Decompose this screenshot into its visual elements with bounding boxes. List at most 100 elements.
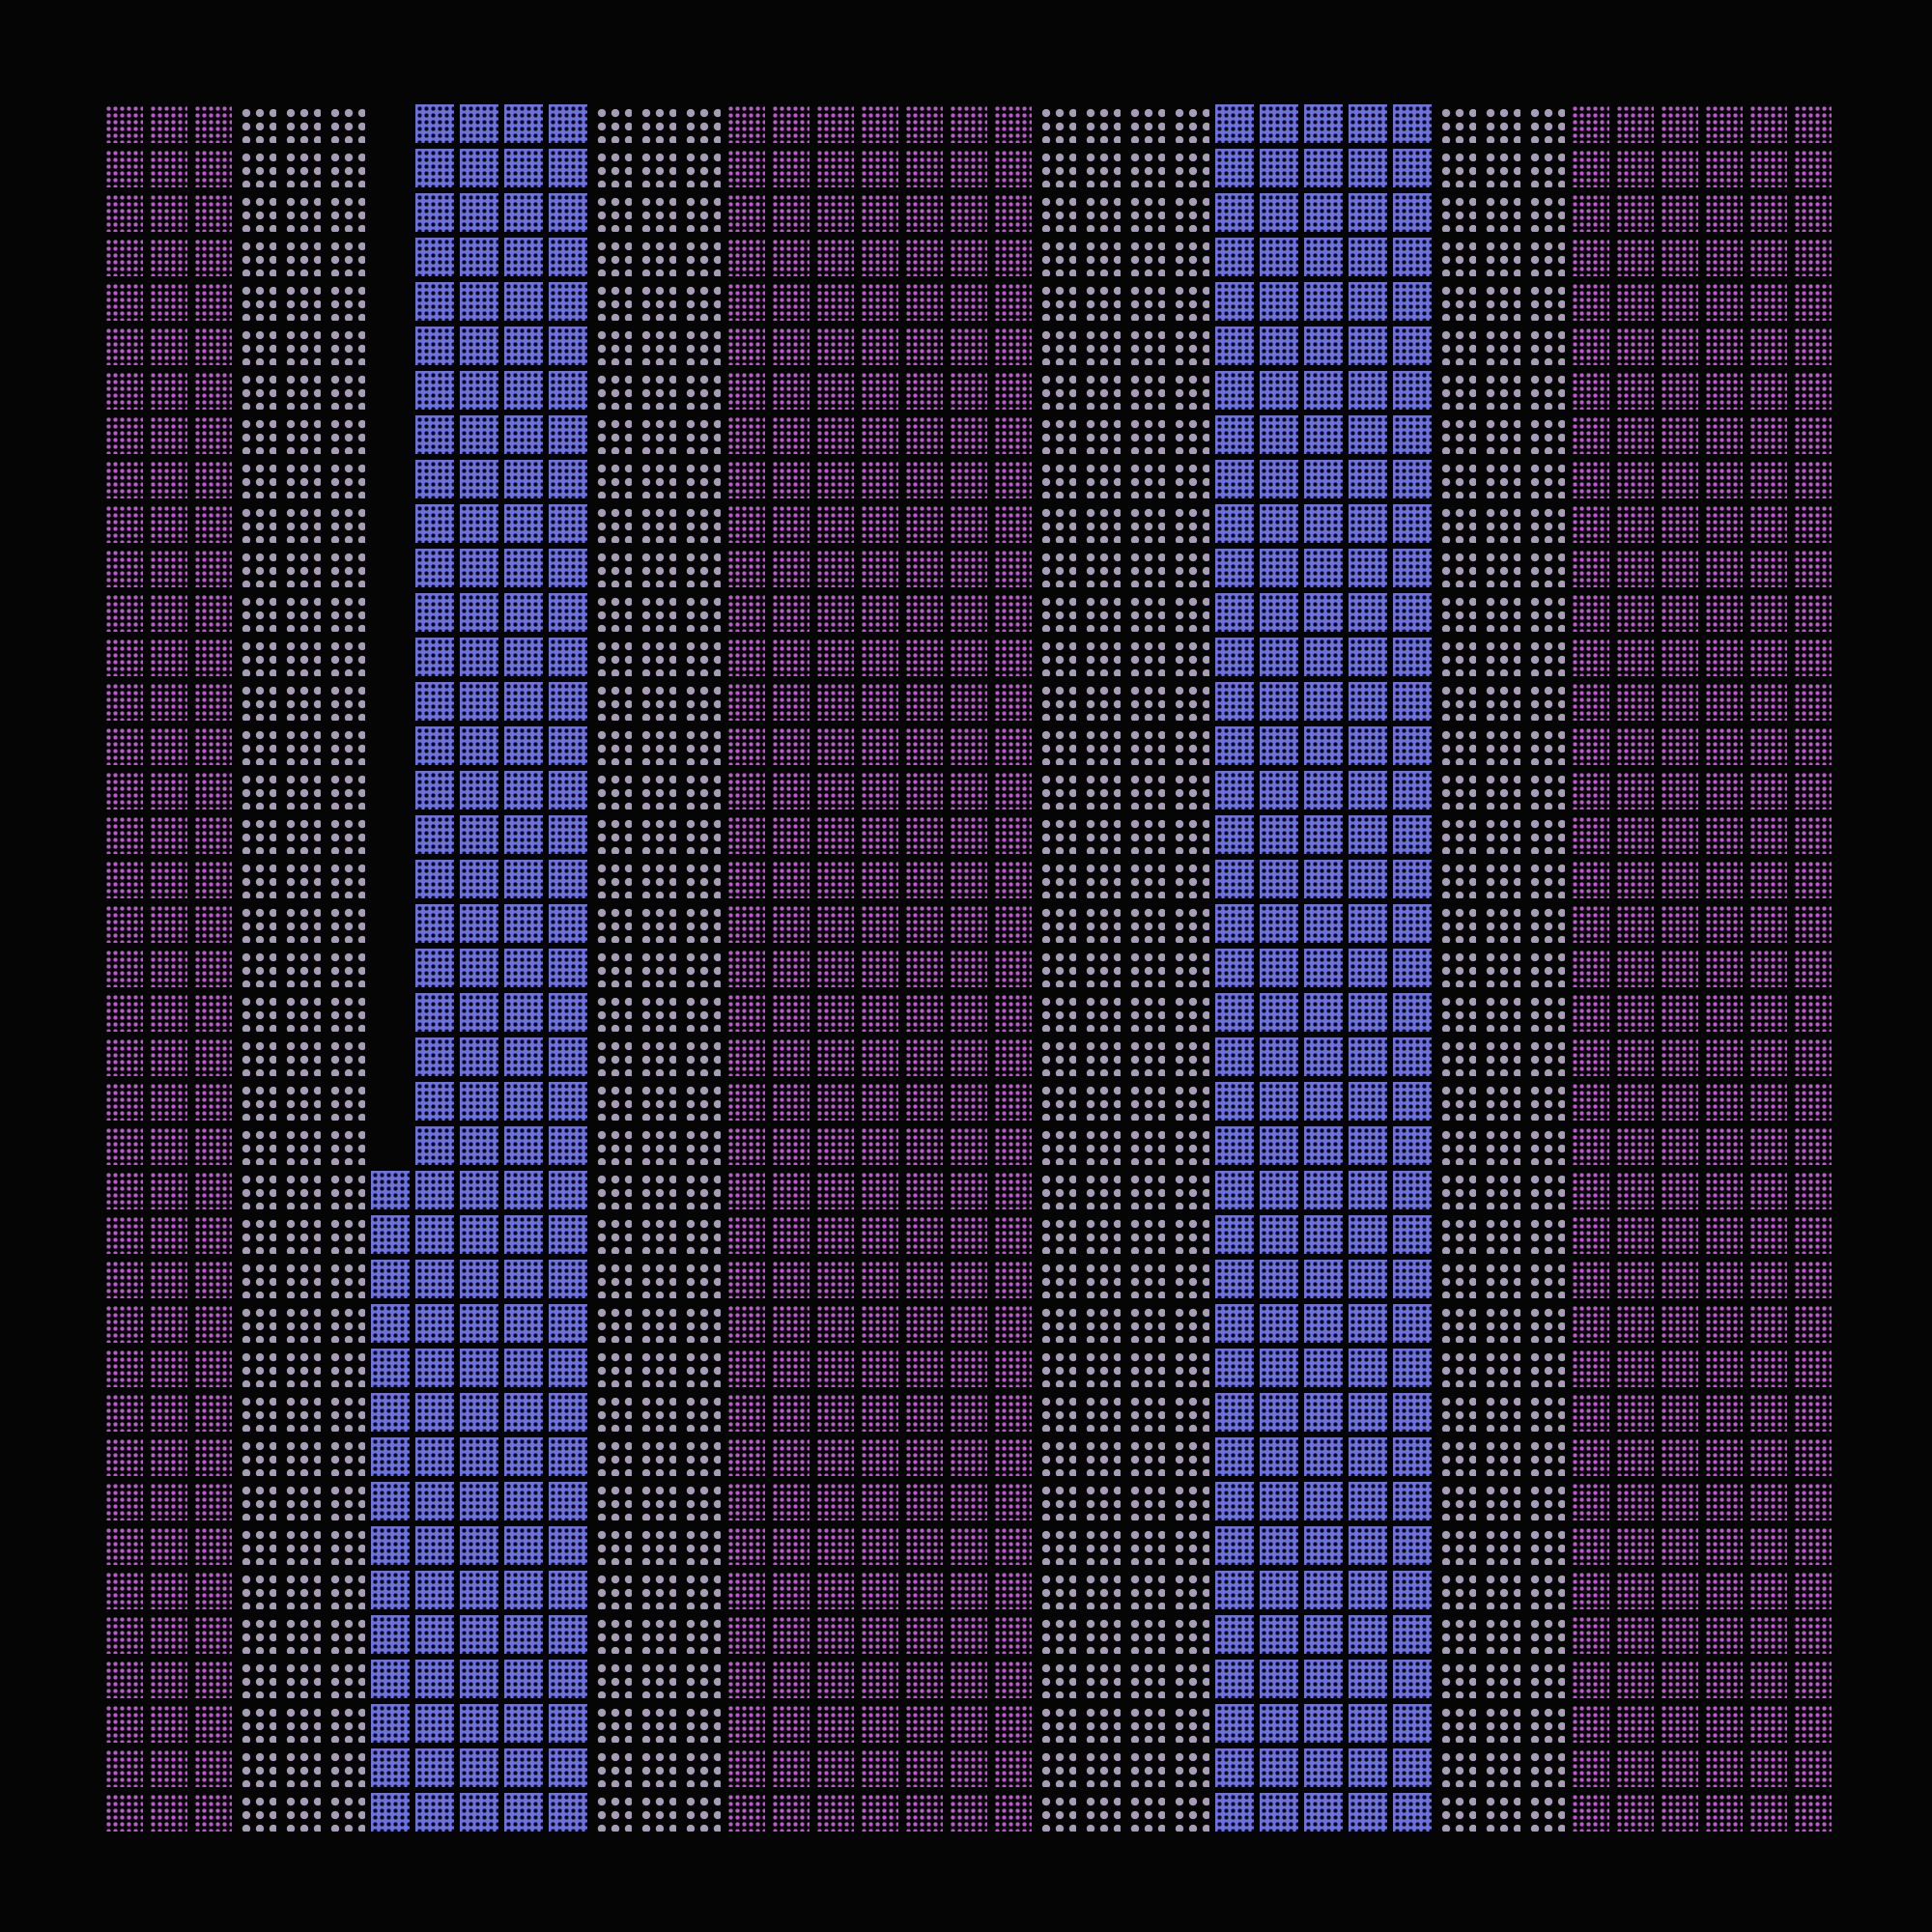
- matrix-cell: [1304, 860, 1343, 898]
- matrix-cell: [771, 1304, 810, 1343]
- matrix-cell: [1748, 1304, 1787, 1343]
- matrix-cell: [1571, 1126, 1609, 1165]
- matrix-cell: [726, 860, 765, 898]
- matrix-cell: [726, 1215, 765, 1254]
- matrix-cell: [638, 1393, 676, 1432]
- matrix-cell: [1615, 1704, 1654, 1743]
- matrix-cell: [1526, 1304, 1565, 1343]
- matrix-cell: [1660, 1082, 1698, 1121]
- matrix-cell: [1748, 1482, 1787, 1520]
- matrix-cell: [1615, 1215, 1654, 1254]
- matrix-cell: [1171, 1304, 1209, 1343]
- matrix-cell: [1215, 1393, 1254, 1432]
- matrix-cell: [1793, 149, 1832, 187]
- matrix-cell: [1393, 860, 1432, 898]
- matrix-cell: [1082, 904, 1121, 943]
- matrix-cell: [593, 638, 632, 676]
- matrix-cell: [1748, 638, 1787, 676]
- matrix-cell: [1126, 1615, 1165, 1654]
- matrix-cell: [282, 593, 321, 632]
- matrix-cell: [549, 771, 587, 810]
- matrix-cell: [1260, 1126, 1298, 1165]
- matrix-cell: [1437, 1393, 1476, 1432]
- matrix-cell: [949, 1526, 987, 1565]
- matrix-cell: [638, 504, 676, 543]
- matrix-cell: [371, 993, 410, 1032]
- matrix-cell: [1660, 815, 1698, 854]
- matrix-cell: [682, 682, 721, 721]
- matrix-cell: [1260, 1082, 1298, 1121]
- matrix-cell: [1171, 993, 1209, 1032]
- matrix-cell: [1304, 549, 1343, 587]
- matrix-cell: [104, 1393, 143, 1432]
- matrix-cell: [1349, 1171, 1387, 1209]
- matrix-cell: [1349, 949, 1387, 987]
- matrix-cell: [415, 1215, 454, 1254]
- matrix-cell: [1482, 460, 1520, 498]
- matrix-cell: [1482, 1260, 1520, 1298]
- matrix-cell: [1704, 1526, 1743, 1565]
- matrix-cell: [1748, 815, 1787, 854]
- matrix-cell: [1215, 1704, 1254, 1743]
- matrix-cell: [815, 593, 854, 632]
- matrix-cell: [1260, 1482, 1298, 1520]
- matrix-cell: [1037, 904, 1076, 943]
- matrix-cell: [193, 1349, 232, 1387]
- matrix-cell: [1748, 726, 1787, 765]
- matrix-cell: [1660, 104, 1698, 143]
- matrix-cell: [1260, 238, 1298, 276]
- matrix-cell: [593, 1393, 632, 1432]
- matrix-cell: [1171, 1171, 1209, 1209]
- matrix-cell: [682, 1349, 721, 1387]
- matrix-cell: [1748, 1393, 1787, 1432]
- matrix-cell: [771, 371, 810, 410]
- matrix-cell: [1037, 1215, 1076, 1254]
- matrix-cell: [104, 815, 143, 854]
- matrix-cell: [593, 1615, 632, 1654]
- matrix-cell: [1571, 1082, 1609, 1121]
- matrix-cell: [993, 1748, 1032, 1787]
- matrix-cell: [549, 371, 587, 410]
- matrix-cell: [149, 593, 187, 632]
- matrix-cell: [149, 771, 187, 810]
- matrix-cell: [238, 1126, 276, 1165]
- matrix-cell: [1037, 1393, 1076, 1432]
- matrix-cell: [904, 1748, 943, 1787]
- matrix-cell: [1215, 860, 1254, 898]
- matrix-cell: [549, 1393, 587, 1432]
- matrix-cell: [1482, 1037, 1520, 1076]
- matrix-cell: [371, 238, 410, 276]
- matrix-cell: [415, 638, 454, 676]
- matrix-cell: [460, 1526, 498, 1565]
- matrix-cell: [860, 282, 898, 321]
- matrix-cell: [593, 860, 632, 898]
- matrix-cell: [1437, 771, 1476, 810]
- matrix-cell: [638, 682, 676, 721]
- matrix-cell: [1082, 1082, 1121, 1121]
- matrix-cell: [1349, 282, 1387, 321]
- matrix-cell: [1660, 371, 1698, 410]
- matrix-cell: [415, 815, 454, 854]
- matrix-cell: [726, 771, 765, 810]
- matrix-cell: [238, 1171, 276, 1209]
- matrix-cell: [282, 282, 321, 321]
- matrix-cell: [460, 593, 498, 632]
- matrix-cell: [682, 504, 721, 543]
- matrix-cell: [726, 1393, 765, 1432]
- matrix-cell: [1171, 860, 1209, 898]
- matrix-cell: [904, 1793, 943, 1832]
- matrix-cell: [238, 193, 276, 232]
- matrix-cell: [1615, 460, 1654, 498]
- matrix-cell: [504, 327, 543, 365]
- matrix-cell: [1748, 415, 1787, 454]
- matrix-cell: [460, 504, 498, 543]
- matrix-cell: [327, 1526, 365, 1565]
- matrix-cell: [549, 1793, 587, 1832]
- matrix-cell: [460, 1260, 498, 1298]
- matrix-cell: [193, 1171, 232, 1209]
- matrix-cell: [282, 1037, 321, 1076]
- matrix-cell: [771, 1793, 810, 1832]
- matrix-cell: [1393, 993, 1432, 1032]
- matrix-cell: [1482, 904, 1520, 943]
- matrix-cell: [1126, 1571, 1165, 1609]
